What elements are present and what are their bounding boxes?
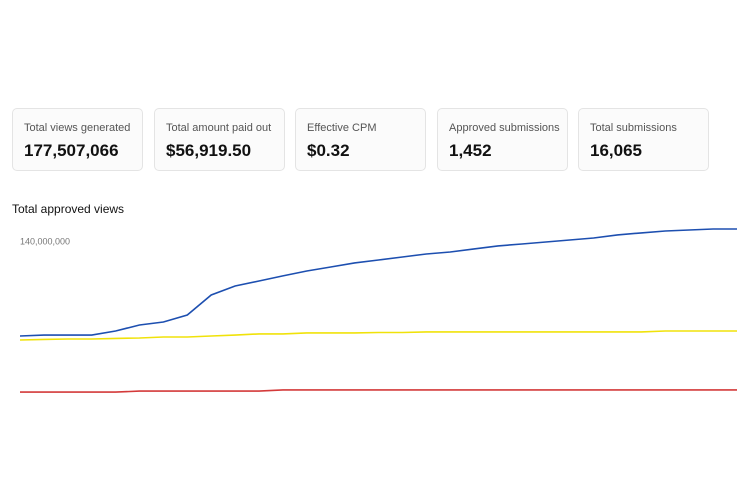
stat-label: Effective CPM	[307, 122, 377, 134]
stat-value: 1,452	[449, 141, 492, 160]
stat-value: 177,507,066	[24, 141, 119, 160]
y-tick-label: 140,000,000	[20, 236, 70, 246]
series-line	[20, 389, 737, 393]
stat-value: $0.32	[307, 141, 350, 160]
stat-label: Total views generated	[24, 122, 131, 134]
stat-card: Total amount paid out $56,919.50	[154, 108, 285, 171]
stat-value: $56,919.50	[166, 141, 252, 160]
stat-card: Total submissions 16,065	[578, 108, 709, 171]
stat-label: Total amount paid out	[166, 122, 272, 134]
stat-label: Total submissions	[590, 122, 677, 134]
series-line	[19, 228, 737, 337]
stat-card: Approved submissions 1,452	[437, 108, 568, 171]
stat-card: Effective CPM $0.32	[295, 108, 426, 171]
chart-title: Total approved views	[12, 202, 125, 216]
series-line	[19, 330, 737, 341]
stat-label: Approved submissions	[449, 122, 560, 134]
stat-value: 16,065	[590, 141, 642, 160]
stat-card: Total views generated 177,507,066	[12, 108, 143, 171]
